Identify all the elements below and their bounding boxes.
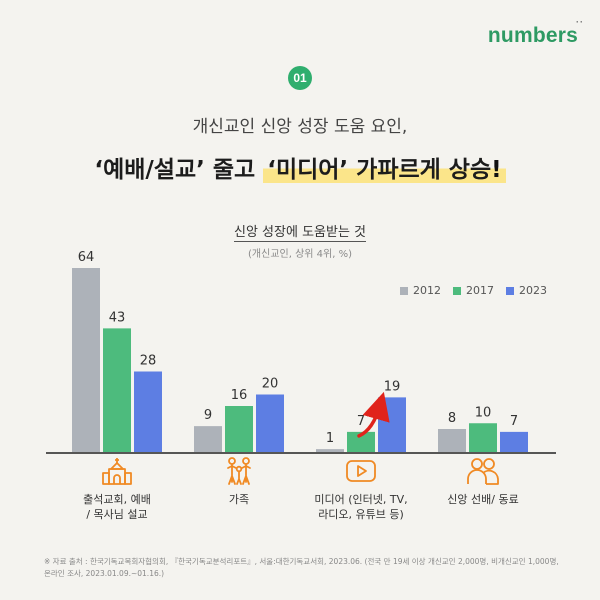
bar-media-2017 (347, 431, 375, 452)
data-label-friends-2017: 10 (475, 405, 492, 420)
subtitle: 개신교인 신앙 성장 도움 요인, (192, 117, 408, 137)
bar-friends-2012 (438, 429, 466, 452)
category-family: 가족 (174, 456, 304, 507)
family-icon (227, 457, 251, 485)
category-friends: 신앙 선배/ 동료 (418, 456, 548, 507)
bar-family-2017 (225, 406, 253, 452)
data-label-church-2023: 28 (140, 354, 157, 369)
legend-item-2017: 2017 (453, 284, 494, 297)
video-play-icon (346, 460, 376, 482)
category-attending-church: 출석교회, 예배 / 목사님 설교 (52, 456, 182, 522)
bar-family-2023 (256, 394, 284, 452)
friends-icon (467, 458, 499, 485)
category-label-family: 가족 (228, 493, 250, 506)
bar-friends-2023 (500, 431, 528, 452)
category-media: 미디어 (인터넷, TV, 라디오, 유튜브 등) (296, 456, 426, 522)
data-label-friends-2012: 8 (448, 411, 456, 426)
chart-note: (개신교인, 상위 4위, %) (248, 249, 352, 260)
category-label-church: 출석교회, 예배 / 목사님 설교 (83, 493, 151, 521)
category-label-media: 미디어 (인터넷, TV, 라디오, 유튜브 등) (314, 493, 408, 521)
headline-highlight: ‘미디어’ 가파르게 상승! (263, 157, 506, 183)
data-label-church-2012: 64 (78, 250, 95, 265)
bar-friends-2017 (469, 423, 497, 452)
section-number-badge: 01 (288, 66, 312, 90)
data-label-media-2012: 1 (326, 431, 334, 446)
headline: ‘예배/설교’ 줄고 ‘미디어’ 가파르게 상승! (0, 150, 600, 184)
bar-family-2012 (194, 426, 222, 452)
data-label-family-2023: 20 (262, 377, 279, 392)
numbers-logo: numbers ·· (487, 17, 584, 47)
data-label-media-2017: 7 (357, 414, 365, 429)
legend-swatch-2017 (453, 286, 461, 295)
bar-church-2017 (103, 328, 131, 452)
headline-emphasis: ! (491, 157, 502, 183)
data-label-friends-2023: 7 (510, 414, 518, 429)
bar-media-2023 (378, 397, 406, 452)
data-label-media-2023: 19 (384, 379, 401, 394)
chart-legend: 2012 2017 2023 (400, 284, 547, 297)
legend-swatch-2012 (400, 286, 408, 295)
legend-item-2012: 2012 (400, 284, 441, 297)
source-note: ※ 자료 출처 : 한국기독교목회자협의회, 『한국기독교분석리포트』, 서울:… (44, 557, 559, 578)
legend-swatch-2023 (506, 286, 514, 295)
bar-media-2012 (316, 449, 344, 452)
bar-church-2023 (134, 371, 162, 452)
bar-church-2012 (72, 268, 100, 452)
headline-part1: ‘예배/설교’ 줄고 (94, 157, 264, 183)
data-label-family-2017: 16 (231, 388, 248, 403)
data-label-church-2017: 43 (109, 310, 126, 325)
media-growth-arrow (357, 391, 390, 438)
church-icon (102, 458, 132, 485)
data-label-family-2012: 9 (204, 408, 212, 423)
legend-item-2023: 2023 (506, 284, 547, 297)
category-label-friends: 신앙 선배/ 동료 (447, 493, 519, 506)
chart-title: 신앙 성장에 도움받는 것 (234, 225, 366, 242)
